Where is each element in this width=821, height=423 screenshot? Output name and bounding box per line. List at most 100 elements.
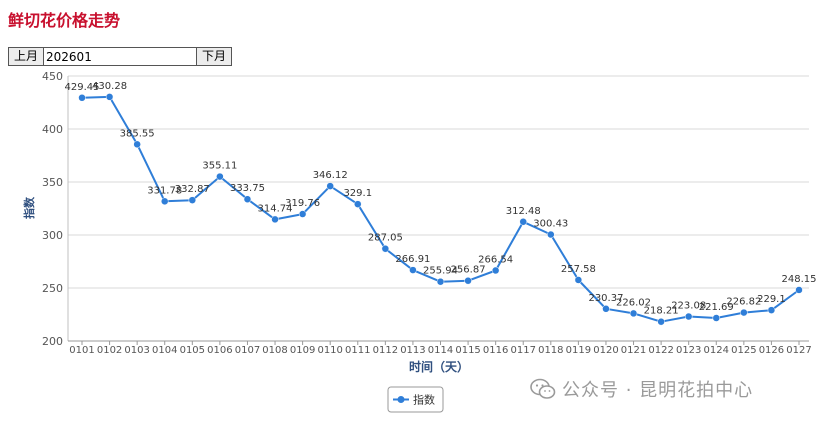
data-point bbox=[133, 140, 141, 149]
data-point bbox=[298, 210, 307, 218]
x-tick-label: 0107 bbox=[235, 345, 260, 356]
x-tick-label: 0105 bbox=[180, 345, 205, 356]
data-label: 319.76 bbox=[285, 198, 320, 209]
legend[interactable]: 指数 bbox=[387, 386, 444, 413]
legend-marker bbox=[397, 396, 405, 403]
data-point bbox=[657, 317, 665, 326]
x-tick-label: 0127 bbox=[786, 345, 811, 356]
month-input[interactable] bbox=[44, 47, 197, 66]
data-point bbox=[78, 94, 86, 102]
data-label: 331.78 bbox=[147, 185, 182, 196]
data-point bbox=[740, 308, 748, 317]
watermark-text: 公众号 · 昆明花拍中心 bbox=[562, 380, 754, 401]
data-label: 218.21 bbox=[644, 306, 679, 317]
x-axis: 0101 0102 0103 0104 0105 0106 0107 0108 0109 0110… bbox=[68, 340, 812, 356]
x-tick-label: 0121 bbox=[621, 345, 646, 356]
x-tick-label: 0116 bbox=[483, 345, 508, 356]
data-point bbox=[491, 266, 500, 275]
data-point bbox=[436, 277, 445, 286]
x-tick-label: 0126 bbox=[759, 345, 784, 356]
x-tick-label: 0124 bbox=[704, 345, 729, 356]
x-tick-label: 0115 bbox=[455, 345, 480, 356]
data-point bbox=[271, 215, 279, 224]
x-tick-label: 0101 bbox=[69, 345, 94, 356]
data-label: 312.48 bbox=[506, 206, 541, 217]
data-label: 226.02 bbox=[616, 297, 651, 308]
prev-month-button[interactable]: 上月 bbox=[8, 47, 45, 66]
data-point bbox=[684, 312, 693, 321]
page-title: 鲜切花价格走势 bbox=[8, 11, 121, 30]
data-label: 266.91 bbox=[395, 254, 430, 265]
x-tick-label: 0123 bbox=[676, 345, 701, 356]
y-tick-label: 250 bbox=[42, 282, 63, 295]
data-point bbox=[712, 314, 721, 322]
data-label: 257.58 bbox=[561, 264, 596, 275]
y-tick-label: 200 bbox=[42, 335, 63, 348]
legend-box bbox=[387, 386, 444, 413]
y-axis-label: 指数 bbox=[22, 196, 36, 219]
x-tick-label: 0125 bbox=[731, 345, 756, 356]
data-label: 430.28 bbox=[92, 81, 127, 92]
data-label: 329.1 bbox=[343, 188, 372, 199]
y-tick-label: 450 bbox=[42, 70, 63, 83]
data-point bbox=[160, 197, 169, 206]
y-axis: 200 250 300 350 400 450 bbox=[42, 70, 69, 348]
data-point bbox=[464, 276, 472, 285]
data-label: 355.11 bbox=[202, 161, 237, 172]
wechat-icon bbox=[530, 378, 556, 399]
x-tick-label: 0102 bbox=[97, 345, 122, 356]
data-point bbox=[795, 286, 803, 294]
data-point bbox=[243, 195, 252, 203]
x-tick-label: 0110 bbox=[317, 345, 342, 356]
x-tick-label: 0109 bbox=[290, 345, 315, 356]
data-point bbox=[354, 200, 362, 208]
data-label: 332.87 bbox=[175, 184, 210, 195]
data-point bbox=[381, 244, 390, 253]
data-label: 221.69 bbox=[699, 302, 734, 313]
y-tick-label: 350 bbox=[42, 176, 63, 189]
x-tick-label: 0106 bbox=[207, 345, 232, 356]
data-label: 248.15 bbox=[782, 274, 817, 285]
x-tick-label: 0112 bbox=[373, 345, 398, 356]
data-label: 255.94 bbox=[423, 266, 458, 277]
month-controls: 上月 下月 bbox=[8, 47, 233, 66]
x-tick-label: 0108 bbox=[262, 345, 287, 356]
data-label: 333.75 bbox=[230, 183, 265, 194]
watermark: 公众号 · 昆明花拍中心 bbox=[530, 376, 753, 402]
data-label: 223.08 bbox=[671, 301, 706, 312]
data-label: 256.87 bbox=[451, 265, 486, 276]
data-point bbox=[105, 93, 114, 101]
data-label: 300.43 bbox=[533, 219, 568, 230]
data-label: 230.37 bbox=[588, 293, 623, 304]
x-tick-label: 0117 bbox=[511, 345, 536, 356]
x-tick-label: 0111 bbox=[345, 345, 370, 356]
x-tick-label: 0118 bbox=[538, 345, 563, 356]
x-tick-label: 0103 bbox=[124, 345, 149, 356]
x-tick-label: 0122 bbox=[648, 345, 673, 356]
data-point bbox=[767, 306, 776, 314]
x-axis-label: 时间（天） bbox=[409, 359, 469, 374]
next-month-button[interactable]: 下月 bbox=[196, 47, 233, 66]
data-point bbox=[216, 172, 224, 181]
data-label: 226.82 bbox=[726, 297, 761, 308]
y-tick-label: 300 bbox=[42, 229, 63, 242]
data-label: 429.45 bbox=[65, 82, 100, 93]
data-label: 287.05 bbox=[368, 233, 403, 244]
data-point bbox=[547, 230, 555, 239]
legend-item-label: 指数 bbox=[413, 393, 435, 407]
data-label: 346.12 bbox=[313, 170, 348, 181]
data-label: 266.54 bbox=[478, 254, 513, 265]
data-point bbox=[188, 196, 197, 204]
x-tick-label: 0104 bbox=[152, 345, 177, 356]
data-point bbox=[409, 266, 417, 274]
data-point bbox=[629, 309, 638, 318]
x-tick-label: 0113 bbox=[400, 345, 425, 356]
data-label: 314.74 bbox=[258, 203, 293, 214]
data-point bbox=[602, 305, 610, 313]
x-tick-label: 0120 bbox=[593, 345, 618, 356]
y-tick-label: 400 bbox=[42, 123, 63, 136]
data-point bbox=[574, 276, 583, 284]
data-point bbox=[519, 218, 527, 226]
